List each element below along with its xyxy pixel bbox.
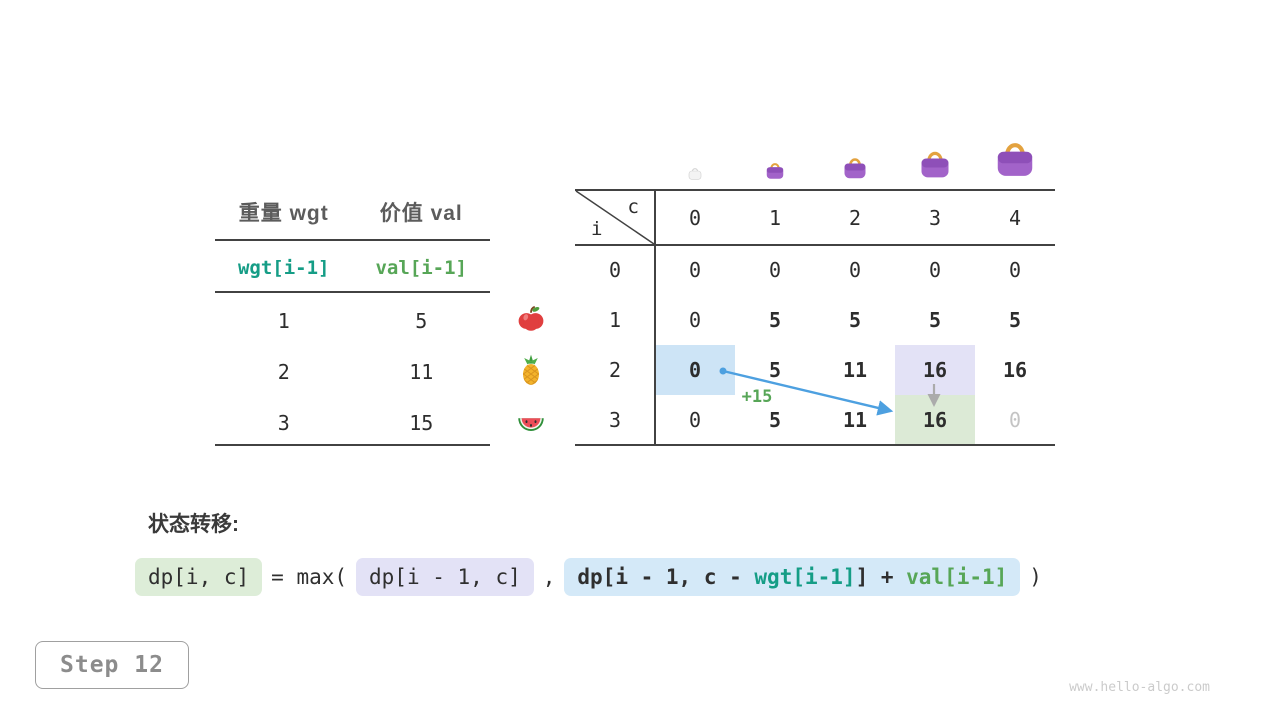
dp-cell-0-1: 0 [768,258,782,282]
step-badge: Step 12 [35,641,189,689]
dp-cell-1-0: 0 [688,308,702,332]
item-row-2: 2 11 [215,360,490,384]
dp-cell-3-1: 5 [768,408,782,432]
gain-label: +15 [741,387,773,407]
col-header-4: 4 [1008,205,1022,230]
item-value: 5 [415,309,428,333]
corner-diagonal [575,190,655,245]
col-header-3: 3 [928,205,942,230]
dp-cell-1-1: 5 [768,308,782,332]
item-row-1: 1 5 [215,309,490,333]
dp-cell-3-0: 0 [688,408,702,432]
dp-cell-0-0: 0 [688,258,702,282]
formula-arg2-box: dp[i - 1, c - wgt[i-1]] + val[i-1] [564,558,1021,596]
bag-icon [919,151,951,180]
dp-cell-1-2: 5 [848,308,862,332]
item-row-3: 3 15 [215,411,490,435]
weight-column-header: 重量 wgt [238,202,329,225]
item-value: 11 [409,360,434,384]
item-table-top-rule [215,239,490,241]
dp-cell-1-4: 5 [1008,308,1022,332]
dp-cell-2-2: 11 [842,358,868,382]
dp-table-bottom-rule [575,443,1055,446]
dp-table-header-rule [575,244,1055,246]
item-weight: 1 [277,309,290,333]
dp-corner-cell: c i [575,190,655,245]
item-table-header-row: 重量 wgt 价值 val [215,197,490,227]
dp-cell-0-2: 0 [848,258,862,282]
dp-cell-1-3: 5 [928,308,942,332]
dp-cell-3-2: 11 [842,408,868,432]
dp-cell-0-4: 0 [1008,258,1022,282]
formula-arg2-wgt: wgt[i-1] [754,565,856,589]
value-column-header: 价值 val [379,202,463,225]
bag-icon [992,134,1038,181]
formula-closing-paren: ) [1029,565,1042,589]
dp-table-vertical-rule [654,190,656,445]
col-header-0: 0 [688,205,702,230]
formula-comma: , [542,565,556,589]
row-header-3: 3 [608,408,622,432]
col-header-2: 2 [848,205,862,230]
col-header-1: 1 [768,205,782,230]
dp-cell-pending: 0 [1008,408,1022,432]
value-var-label: val[i-1] [375,257,467,279]
state-transition-title: 状态转移: [148,513,239,536]
weight-var-label: wgt[i-1] [237,257,330,279]
formula-arg2-mid: ] + [855,565,907,589]
row-header-1: 1 [608,308,622,332]
watermelon-icon [518,418,544,431]
bag-icon [765,163,785,180]
row-var-label: i [591,218,603,240]
dp-cell-2-4: 16 [1002,358,1028,382]
dp-table-top-rule [575,189,1055,191]
pineapple-icon [515,353,547,387]
dp-cell-prev-best: 16 [895,345,975,395]
formula-equals-max: = max( [271,565,348,589]
row-header-0: 0 [608,258,622,282]
item-weight: 2 [277,360,290,384]
bag-icon [843,158,867,180]
item-value: 15 [409,411,434,435]
item-weight: 3 [277,411,290,435]
transition-formula: dp[i, c] = max( dp[i - 1, c] , dp[i - 1,… [135,558,1042,596]
apple-icon [517,305,545,332]
formula-arg2-prefix: dp[i - 1, c - [577,565,755,589]
formula-lhs-box: dp[i, c] [135,558,263,596]
col-var-label: c [627,196,639,218]
item-table-mid-rule [215,291,490,293]
dp-cell-current: 16 [895,395,975,445]
item-table-var-row: wgt[i-1] val[i-1] [215,257,490,279]
dp-table: c i 0 1 2 3 4 0 0 0 0 0 0 1 0 5 5 5 5 2 … [575,190,1055,445]
dp-cell-0-3: 0 [928,258,942,282]
dp-cell-source-blue: 0 [655,345,735,395]
item-table-bottom-rule [215,444,490,446]
watermark: www.hello-algo.com [1069,680,1210,695]
bag-ghost-icon [688,168,702,180]
row-header-2: 2 [608,358,622,382]
formula-arg1-box: dp[i - 1, c] [356,558,534,596]
formula-arg2-val: val[i-1] [906,565,1008,589]
